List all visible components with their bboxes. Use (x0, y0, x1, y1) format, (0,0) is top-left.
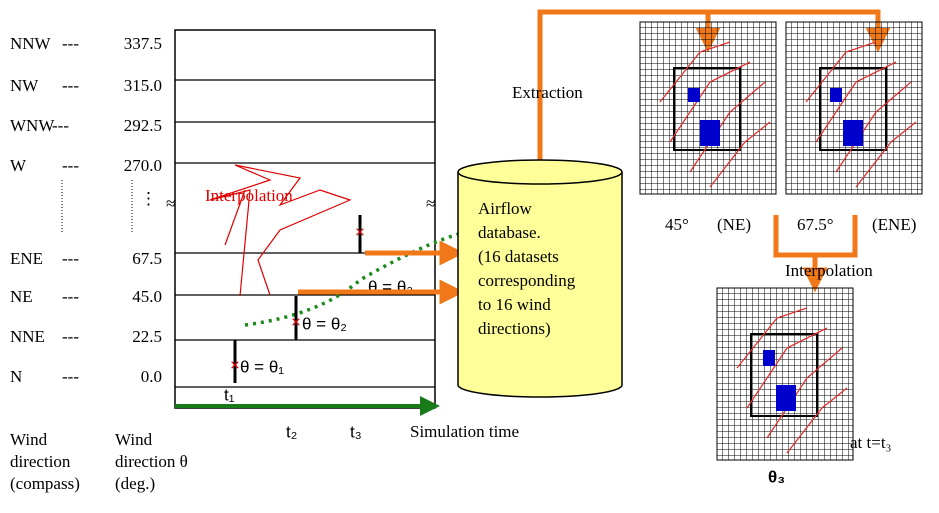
axis-label: direction (10, 452, 71, 471)
grid-angle: 67.5° (797, 215, 834, 234)
break: ≈ (426, 194, 435, 213)
time-axis-label: Simulation time (410, 422, 519, 441)
degree-label: 337.5 (124, 34, 162, 53)
time-label: at t=t₃ (850, 433, 892, 452)
svg-text:×: × (355, 222, 365, 241)
compass-label: NNE (10, 327, 45, 346)
time-tick: t₃ (350, 422, 362, 441)
theta-label: θ = θ₁ (240, 357, 284, 376)
degree-label: 45.0 (132, 287, 162, 306)
separator: --- (62, 34, 79, 53)
grid-angle: 45° (665, 215, 689, 234)
database-line: database. (478, 223, 541, 242)
separator: --- (62, 249, 79, 268)
theta-label: θ = θ₂ (302, 314, 347, 333)
degree-label: 292.5 (124, 116, 162, 135)
buildings (688, 88, 863, 411)
time-tick: t₁ (224, 385, 235, 404)
svg-text:×: × (291, 312, 301, 331)
axis-label: (compass) (10, 474, 80, 493)
compass-label: WNW (10, 116, 55, 135)
compass-label: N (10, 367, 22, 386)
axis-labels: Wind direction (compass) Wind direction θ (de… (10, 430, 188, 493)
interpolation-label: Interpolation (785, 261, 873, 280)
grid-name: (ENE) (872, 215, 916, 234)
degree-label: 270.0 (124, 156, 162, 175)
flow-grid (639, 21, 777, 195)
grid-name: (NE) (717, 215, 751, 234)
cross-marks: × × × (230, 222, 365, 374)
markers (233, 215, 362, 383)
axis-label: Wind (10, 430, 48, 449)
axis-label: direction θ (115, 452, 188, 471)
interp-curve (244, 230, 466, 327)
axis-label: Wind (115, 430, 153, 449)
compass-label: NNW (10, 34, 52, 53)
separator: --- (52, 116, 69, 135)
break: ≈ (166, 194, 175, 213)
separator: --- (62, 367, 79, 386)
separator: --- (62, 76, 79, 95)
separator: --- (62, 156, 79, 175)
interpolation-label: Interpolation (205, 186, 293, 205)
separator: --- (62, 327, 79, 346)
database-text: Airflow database. (16 datasets correspondin… (478, 199, 576, 338)
compass-label: NE (10, 287, 33, 306)
database-line: corresponding (478, 271, 576, 290)
database-line: Airflow (478, 199, 533, 218)
separator: --- (62, 287, 79, 306)
degree-label: 22.5 (132, 327, 162, 346)
flow-grid (716, 287, 854, 461)
scribble (209, 164, 352, 297)
degree-label: 315.0 (124, 76, 162, 95)
database-line: (16 datasets (478, 247, 559, 266)
interpolation-line (773, 215, 858, 280)
compass-label: W (10, 156, 27, 175)
degree-label: 67.5 (132, 249, 162, 268)
database-line: to 16 wind (478, 295, 551, 314)
compass-label: ENE (10, 249, 43, 268)
axis-label: (deg.) (115, 474, 155, 493)
level-lines (175, 79, 435, 388)
result-label: θ₃ (768, 467, 785, 486)
flow-grid (785, 21, 923, 195)
compass-label: NW (10, 76, 39, 95)
ellipsis: ⋮ (140, 189, 157, 208)
svg-text:×: × (230, 355, 240, 374)
extraction-label: Extraction (512, 83, 583, 102)
degree-label: 0.0 (141, 367, 162, 386)
database-line: directions) (478, 319, 551, 338)
time-tick: t₂ (286, 422, 297, 441)
database (457, 159, 623, 398)
